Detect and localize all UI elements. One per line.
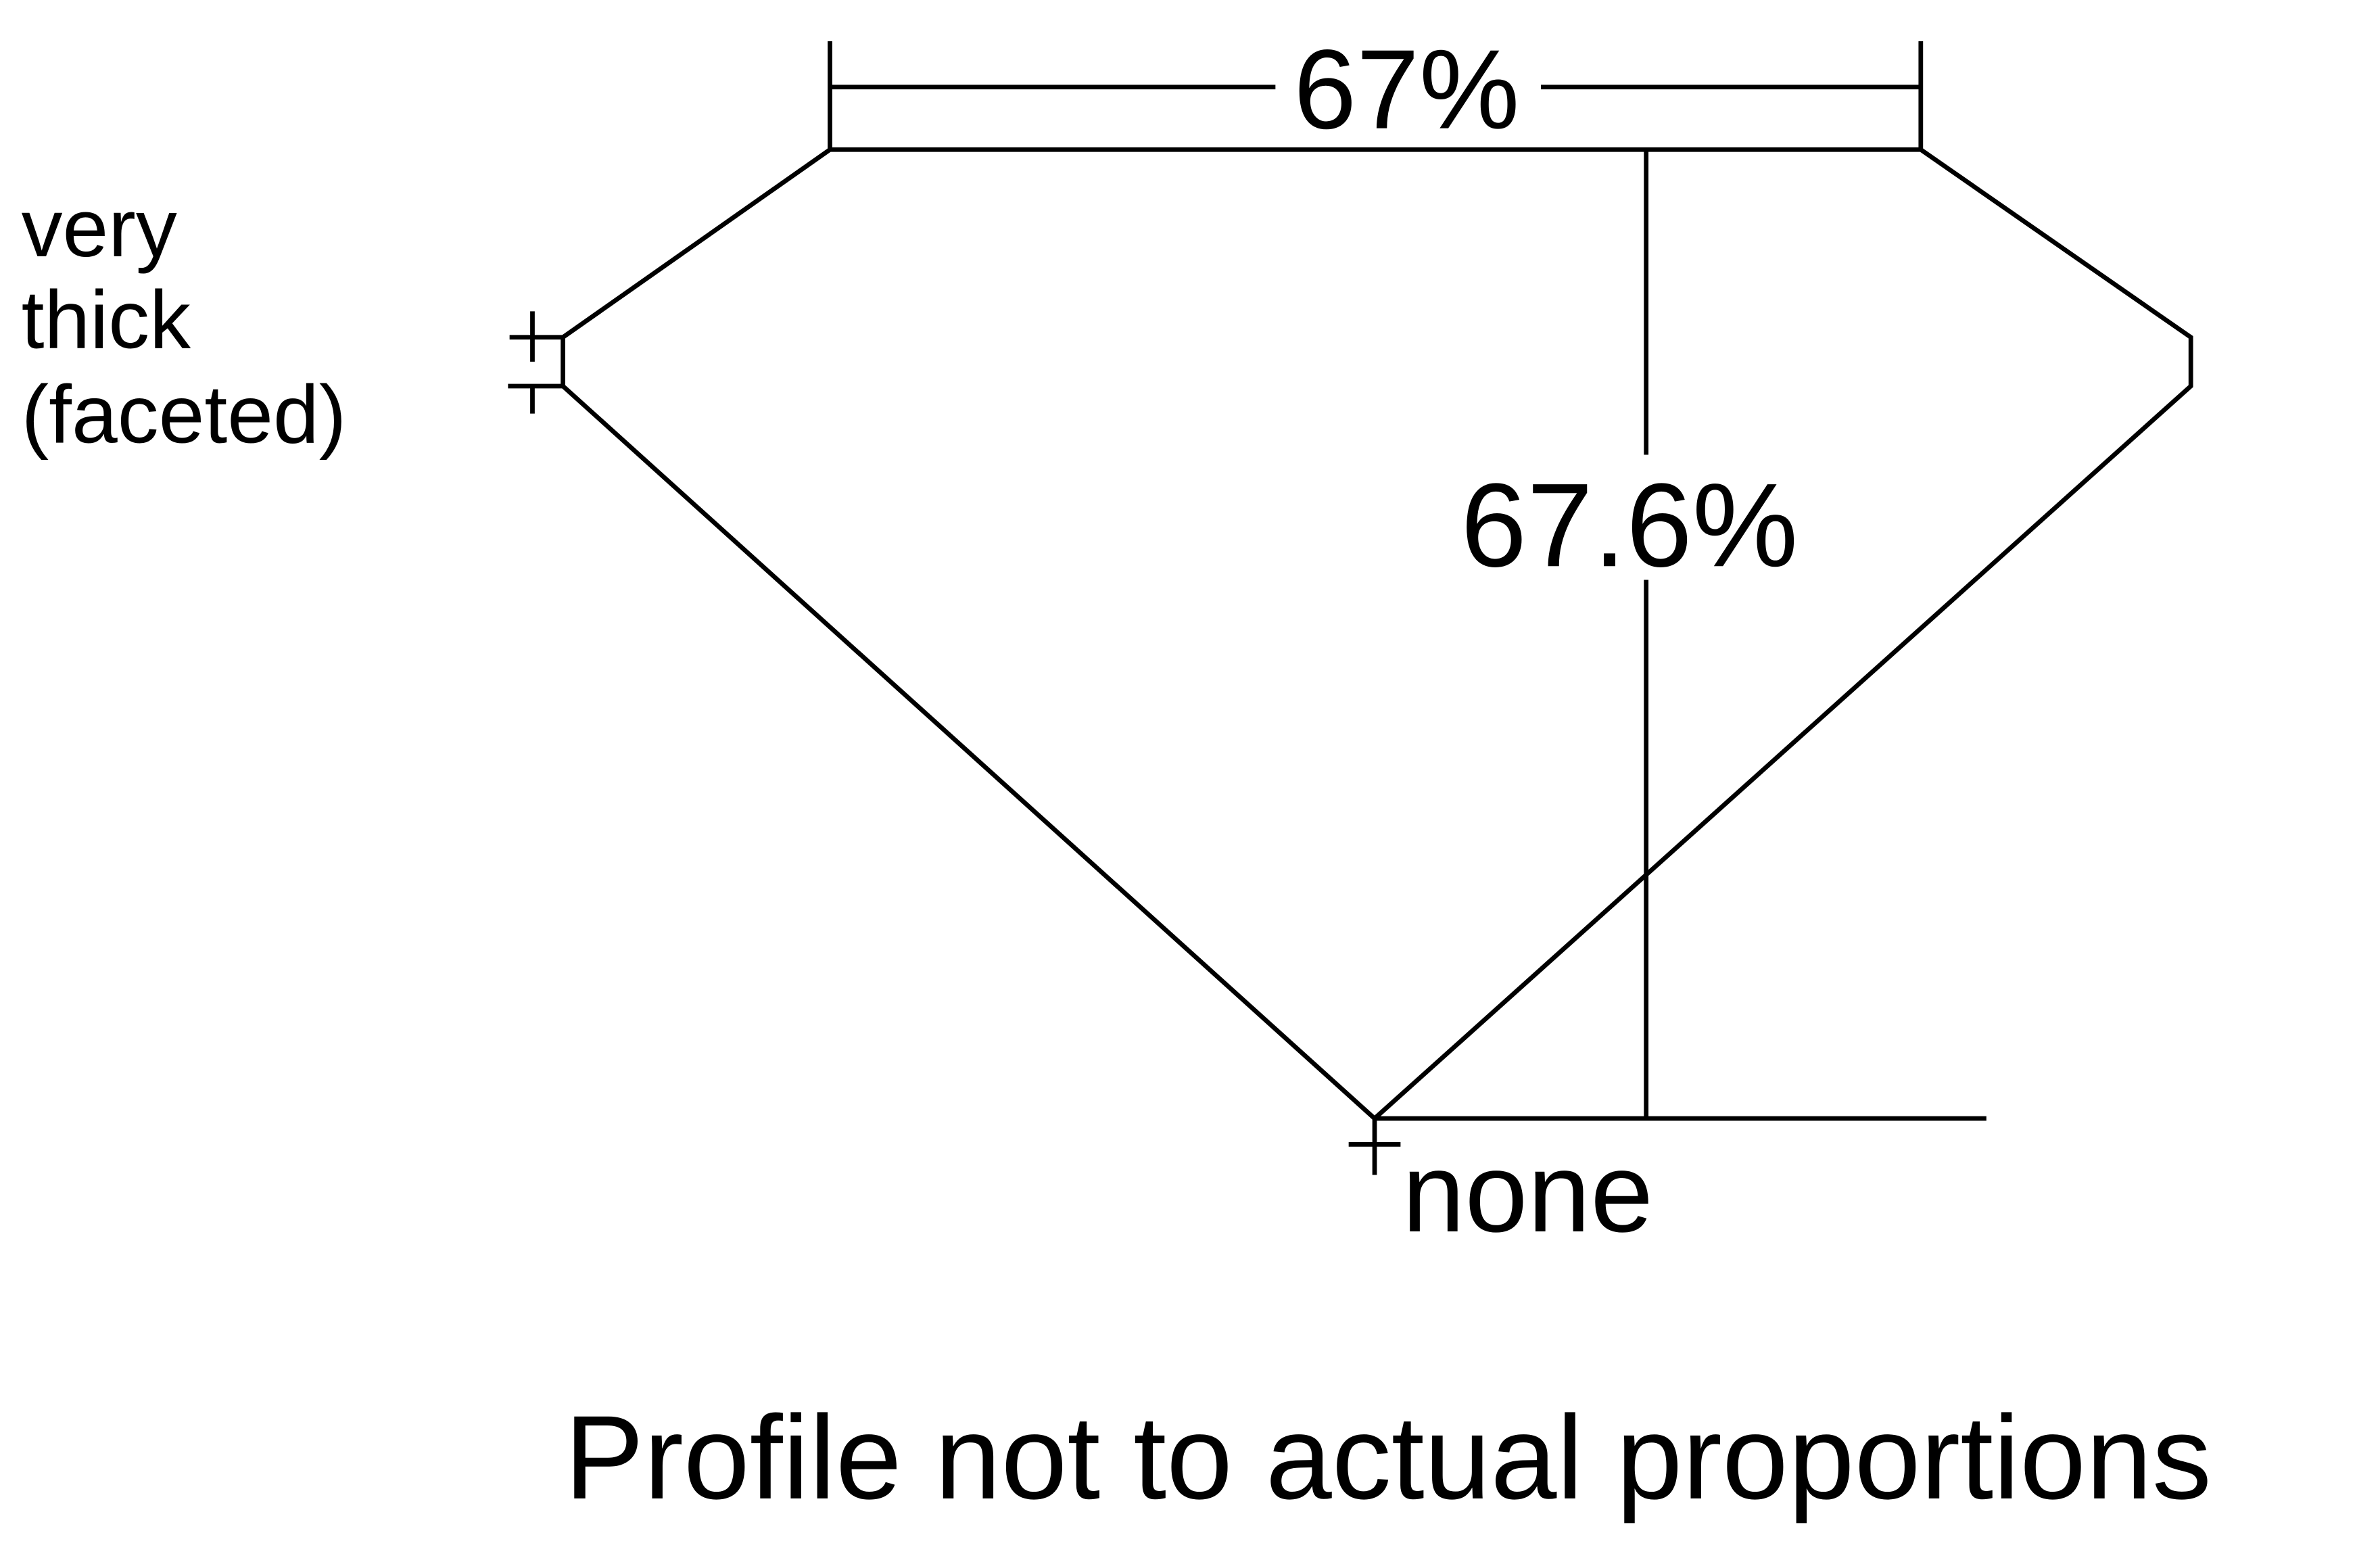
girdle-label: very thick (faceted) bbox=[22, 182, 347, 460]
table-width-label: 67% bbox=[1293, 27, 1519, 153]
gem-outline bbox=[561, 147, 2193, 1122]
culet-label: none bbox=[1402, 1130, 1653, 1256]
total-depth-dimension: 67.6% bbox=[1375, 149, 1986, 1121]
footnote: Profile not to actual proportions bbox=[565, 1392, 2212, 1524]
total-depth-label: 67.6% bbox=[1460, 459, 1798, 592]
table-width-dimension: 67% bbox=[828, 27, 1924, 153]
girdle-markers bbox=[508, 311, 563, 414]
culet-marker bbox=[1348, 1118, 1401, 1175]
